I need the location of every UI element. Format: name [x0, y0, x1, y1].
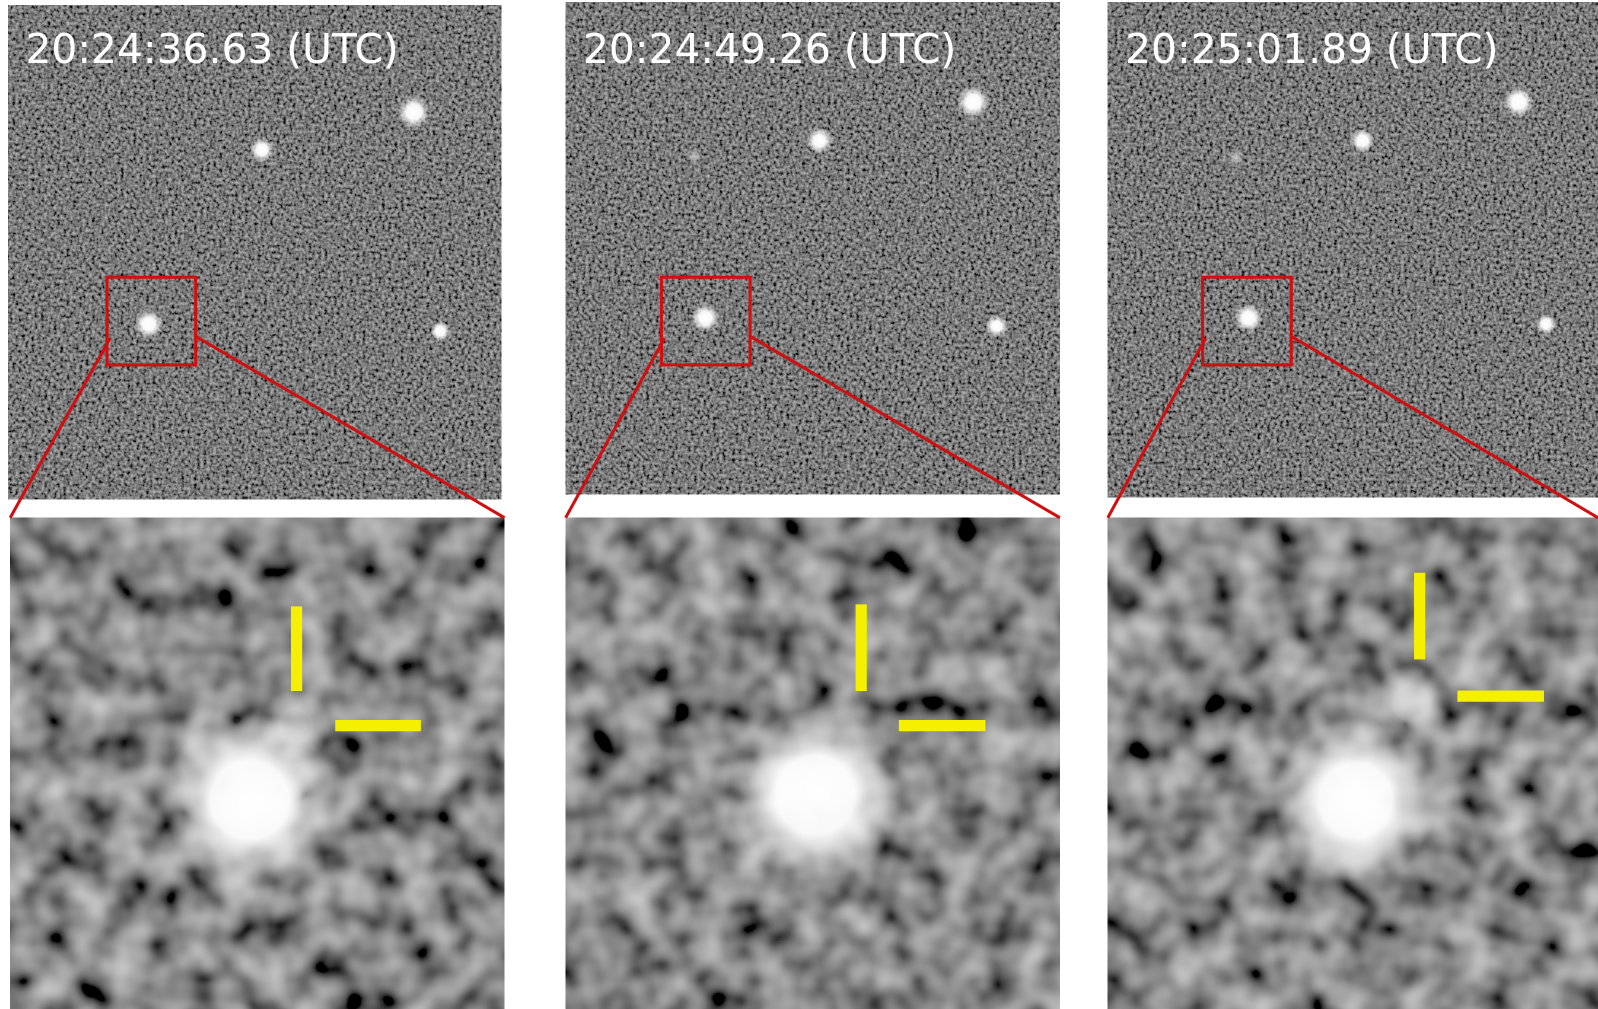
star [956, 85, 990, 119]
zoom-connector [749, 335, 1061, 520]
timestamp: 20:25:01.89 (UTC) [1125, 25, 1498, 73]
star [1234, 303, 1263, 333]
star [985, 314, 1008, 338]
star [249, 137, 275, 163]
star [134, 309, 164, 339]
zoomed-source [1273, 718, 1437, 882]
zoom-connector [1106, 337, 1207, 519]
zoom-box [659, 275, 752, 367]
sky-noise [8, 5, 502, 500]
star [685, 147, 703, 165]
zoom-box [1201, 275, 1293, 367]
zoomed-source [1372, 664, 1451, 742]
star [1503, 86, 1534, 118]
zoom-connector [8, 337, 112, 519]
star [1350, 128, 1375, 153]
timestamp: 20:24:36.63 (UTC) [25, 25, 398, 73]
timestamp: 20:24:49.26 (UTC) [583, 25, 956, 73]
star [397, 95, 431, 129]
star [806, 127, 833, 154]
star [430, 321, 451, 342]
star [1226, 148, 1245, 168]
star [690, 303, 720, 333]
zoomed-source [259, 689, 332, 762]
zoom-connector [564, 337, 666, 519]
zoom-connector [194, 335, 506, 520]
star [1535, 313, 1557, 335]
zoom-box [105, 275, 198, 367]
panel: 20:24:49.26 (UTC) [564, 2, 1061, 1009]
sky-noise [565, 2, 1060, 495]
zoom-connector [1290, 335, 1598, 520]
panel: 20:24:36.63 (UTC) [8, 5, 506, 1009]
zoomed-source [728, 708, 902, 882]
panel: 20:25:01.89 (UTC) [1106, 2, 1598, 1009]
sky-noise [1107, 2, 1598, 498]
